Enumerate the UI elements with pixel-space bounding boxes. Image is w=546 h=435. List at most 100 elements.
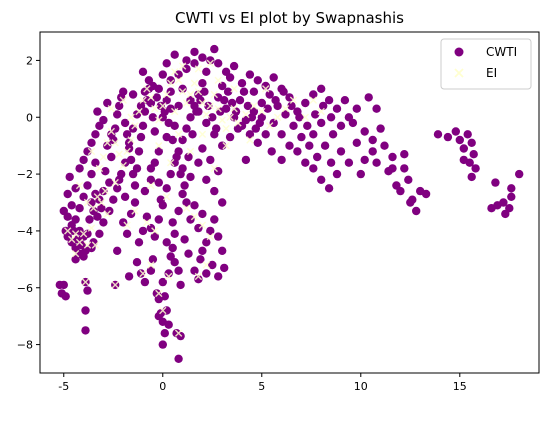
cwti-point [160,292,169,301]
cwti-point [237,121,247,130]
legend-label-cwti: CWTI [486,45,517,59]
cwti-point [515,169,524,179]
ei-point [107,127,115,136]
ei-point [135,107,143,116]
cwti-point [277,130,286,139]
ei-point [83,241,92,249]
cwti-point [166,87,175,96]
cwti-point [388,152,397,162]
cwti-point [202,175,211,184]
cwti-point [130,198,140,207]
cwti-point [237,79,247,88]
ei-point [178,88,187,96]
cwti-point [168,135,177,145]
ei-point [75,238,84,246]
cwti-point [113,184,122,193]
cwti-point [317,175,326,184]
ei-point [266,122,274,130]
ei-point [119,96,127,104]
cwti-point [443,132,453,142]
cwti-point [305,141,314,150]
ei-point [127,136,135,144]
cwti-point [154,215,163,224]
cwti-point [208,113,217,122]
cwti-point [126,209,136,219]
ei-point [222,142,230,150]
cwti-point [352,138,361,147]
ei-point [230,105,238,113]
cwti-point [198,246,207,255]
cwti-point [210,215,219,224]
cwti-point [154,147,163,156]
cwti-point [257,98,266,108]
cwti-point [93,107,102,116]
cwti-point [67,221,76,230]
cwti-point [208,260,217,270]
ei-point [301,113,309,121]
ei-point [139,96,147,104]
cwti-point [243,101,253,111]
series-ei [64,59,325,337]
cwti-point [194,223,203,233]
ei-point [210,164,218,173]
cwti-point [93,212,102,221]
cwti-point [324,96,334,105]
cwti-point [253,138,262,147]
ei-point [151,105,159,113]
ei-point [111,178,119,187]
cwti-point [388,164,397,173]
cwti-point [186,96,195,105]
cwti-point [99,115,108,125]
cwti-point [134,147,144,156]
legend-marker-cwti [454,47,464,57]
cwti-point [319,101,328,111]
cwti-point [455,135,464,145]
cwti-point [324,184,334,193]
cwti-point [119,87,128,96]
cwti-point [214,167,223,176]
ei-point [182,99,191,107]
cwti-point [200,87,209,96]
cwti-point [101,167,110,176]
cwti-point [182,64,191,74]
ei-point [214,105,222,113]
cwti-point [309,164,318,173]
cwti-point [206,56,215,65]
ei-point [147,93,155,102]
cwti-point [204,101,213,111]
x-tick-label: -5 [58,380,69,393]
cwti-point [281,110,290,119]
cwti-point [190,201,199,210]
cwti-point [192,107,201,116]
cwti-point [400,150,409,159]
cwti-point [340,96,350,105]
cwti-point [158,340,167,349]
ei-point [194,88,203,96]
ei-point [123,147,131,156]
cwti-point [206,226,215,236]
cwti-point [301,98,310,108]
ei-point [309,96,317,104]
cwti-point [220,96,229,105]
cwti-point [202,118,211,128]
ei-point [103,139,111,147]
cwti-point [332,104,342,113]
cwti-point [235,96,245,105]
cwti-point [178,84,187,94]
cwti-point [174,354,183,363]
cwti-point [162,96,171,105]
cwti-point [113,110,122,119]
ei-point [198,130,207,138]
ei-point [79,230,88,238]
cwti-point [186,215,195,224]
ei-point [234,119,242,127]
cwti-point [326,113,336,122]
cwti-point [301,158,310,167]
cwti-point [184,249,193,258]
ei-point [99,153,108,161]
cwti-point [140,277,150,287]
cwti-point [168,243,177,253]
cwti-point [279,87,288,96]
cwti-point [269,73,278,82]
y-tick-label: 2 [26,54,33,67]
